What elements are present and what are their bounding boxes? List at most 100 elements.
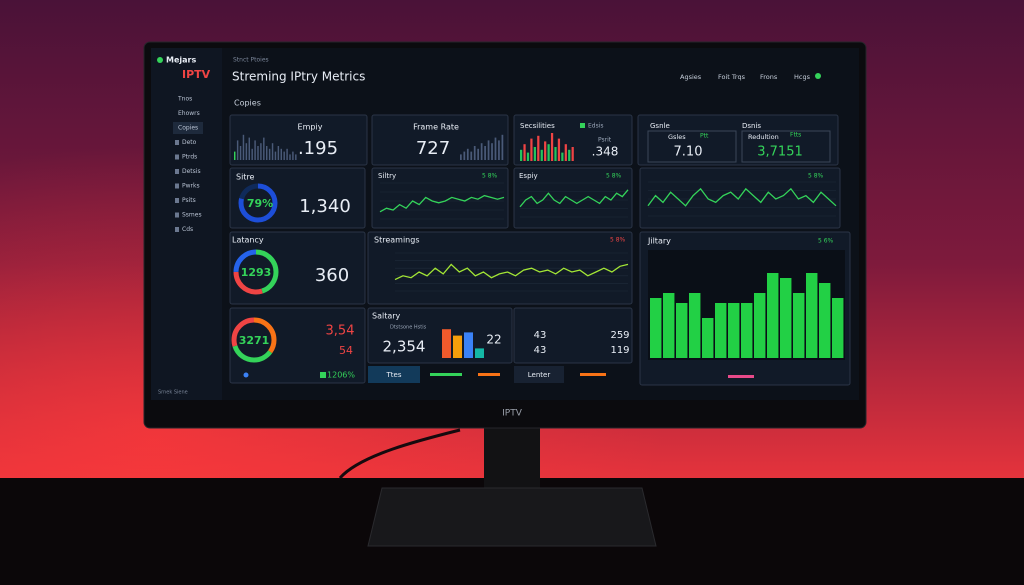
- bar: [470, 151, 473, 160]
- bar: [650, 298, 662, 358]
- bar: [239, 146, 242, 160]
- bar: [571, 147, 574, 161]
- stand-neck: [484, 424, 540, 492]
- metric-value: 3,7151: [757, 145, 803, 160]
- sidebar-footer: Srnek Siene: [158, 390, 188, 396]
- sidebar-item[interactable]: Ptrds: [182, 154, 197, 161]
- status-dot: [243, 372, 249, 378]
- bar: [547, 144, 550, 161]
- bar: [480, 143, 483, 160]
- sidebar-item[interactable]: Copies: [178, 125, 198, 132]
- sidebar-item[interactable]: Psits: [182, 197, 196, 204]
- bar: [266, 146, 268, 160]
- badge: 1206%: [327, 371, 355, 380]
- sidebar-icon: [175, 198, 179, 203]
- metric-value: 7.10: [674, 145, 703, 160]
- line: [379, 194, 505, 213]
- panel: [229, 231, 366, 305]
- panel: [637, 114, 839, 166]
- bar: [561, 152, 564, 161]
- bar: [663, 293, 675, 358]
- nav-item[interactable]: Foit Trqs: [718, 73, 746, 81]
- nav-item[interactable]: Hcgs: [794, 73, 811, 81]
- bar: [484, 146, 486, 160]
- logo-dot: [157, 57, 163, 63]
- panel-label: Secsilities: [520, 122, 555, 130]
- bar: [537, 135, 540, 161]
- sidebar-icon: [175, 212, 179, 218]
- metric-value: .195: [298, 138, 338, 159]
- bar: [277, 146, 280, 160]
- metric-value: 727: [416, 138, 450, 159]
- panel: [639, 167, 841, 229]
- bar: [295, 154, 297, 160]
- line: [519, 189, 629, 208]
- bar: [568, 149, 571, 161]
- bar: [526, 152, 530, 161]
- slider-decor: [580, 373, 606, 376]
- sidebar-item[interactable]: Detsis: [182, 168, 201, 175]
- sidebar-icon: [175, 169, 179, 174]
- panel-label: Sitre: [236, 173, 255, 182]
- nav-item[interactable]: Agsies: [680, 73, 702, 81]
- bar: [832, 298, 844, 358]
- cable: [338, 428, 461, 480]
- panel-label: Saltary: [372, 312, 401, 321]
- sidebar-item[interactable]: Ehowrs: [178, 110, 200, 117]
- nav-item[interactable]: Frons: [760, 73, 778, 81]
- bar: [520, 149, 523, 161]
- bar: [257, 146, 259, 160]
- panel: [513, 307, 633, 364]
- logo: Mejars: [166, 56, 196, 65]
- bar: [530, 138, 533, 161]
- bar: [702, 318, 714, 358]
- status-dot: [815, 73, 821, 79]
- slider-decor: [478, 373, 500, 376]
- inner-box: [647, 130, 737, 163]
- sidebar-icon: [175, 183, 179, 189]
- breadcrumb: Stnct Ptoies: [233, 57, 269, 64]
- gauge-value: 3271: [239, 334, 270, 347]
- metric-value: 54: [339, 344, 353, 357]
- gauge-value: 1293: [241, 266, 272, 279]
- bar: [466, 148, 469, 160]
- metric-value: 259: [610, 330, 629, 341]
- sidebar: [151, 48, 222, 400]
- legend-text: Dtstsone Hstis: [390, 325, 427, 331]
- bar: [754, 293, 766, 358]
- sidebar-item[interactable]: Cds: [182, 226, 193, 233]
- panel: [229, 167, 366, 229]
- tab[interactable]: [368, 366, 420, 383]
- sidebar-item[interactable]: Tnos: [177, 96, 192, 103]
- tab[interactable]: [514, 366, 564, 383]
- bar: [540, 149, 543, 161]
- bar: [544, 141, 547, 161]
- brand: IPTV: [182, 68, 211, 81]
- bar: [741, 303, 753, 358]
- bar: [453, 335, 462, 358]
- sidebar-item[interactable]: Deto: [182, 139, 197, 146]
- bar: [234, 151, 236, 160]
- legend-text: Edsis: [588, 123, 604, 130]
- stand-base: [367, 487, 657, 547]
- gauge-value: 79%: [247, 197, 273, 210]
- panel: [513, 114, 633, 166]
- panel-label: Streamings: [374, 236, 419, 245]
- metric-tag: 5 8%: [482, 173, 498, 180]
- panel-label: Latancy: [232, 236, 264, 245]
- bar: [263, 137, 265, 160]
- bar: [289, 154, 291, 160]
- bar: [564, 144, 567, 161]
- metric-tag: 5 8%: [606, 173, 622, 180]
- sidebar-item[interactable]: Pwrks: [182, 183, 200, 190]
- line: [647, 187, 837, 207]
- bar: [248, 137, 250, 160]
- bar: [501, 134, 504, 160]
- sidebar-item[interactable]: Ssmes: [182, 212, 202, 219]
- slider-decor: [430, 373, 462, 376]
- bar: [475, 348, 484, 358]
- metric-value: 3,54: [326, 324, 355, 339]
- bar: [550, 133, 554, 161]
